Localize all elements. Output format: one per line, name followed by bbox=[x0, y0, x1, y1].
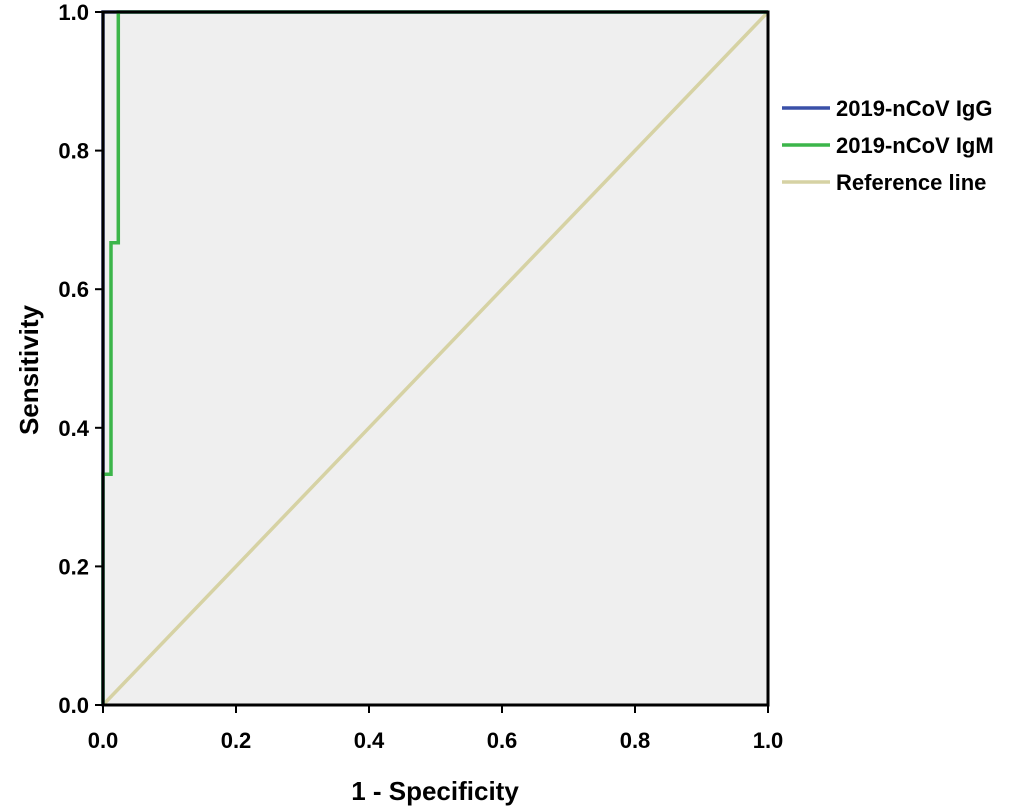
y-axis-title: Sensitivity bbox=[14, 304, 44, 435]
y-tick-label: 0.0 bbox=[58, 693, 89, 718]
legend: 2019-nCoV IgG 2019-nCoV IgM Reference line bbox=[782, 96, 994, 195]
x-tick-label: 1.0 bbox=[753, 728, 784, 753]
plot-frame bbox=[101, 10, 770, 707]
x-tick-label: 0.0 bbox=[88, 728, 119, 753]
y-axis: 0.0 0.2 0.4 0.6 0.8 1.0 bbox=[58, 0, 103, 718]
y-tick-label: 0.6 bbox=[58, 277, 89, 302]
legend-label: Reference line bbox=[836, 170, 986, 195]
x-tick-label: 0.6 bbox=[487, 728, 518, 753]
x-tick-label: 0.4 bbox=[354, 728, 385, 753]
y-tick-label: 0.2 bbox=[58, 554, 89, 579]
x-axis-title: 1 - Specificity bbox=[351, 776, 519, 806]
series-line-2 bbox=[101, 10, 770, 707]
y-tick-label: 0.8 bbox=[58, 139, 89, 164]
x-tick-label: 0.2 bbox=[221, 728, 252, 753]
legend-label: 2019-nCoV IgM bbox=[836, 133, 994, 158]
x-axis: 0.0 0.2 0.4 0.6 0.8 1.0 bbox=[88, 705, 784, 753]
legend-label: 2019-nCoV IgG bbox=[836, 96, 992, 121]
y-tick-label: 1.0 bbox=[58, 0, 89, 25]
y-tick-label: 0.4 bbox=[58, 416, 89, 441]
x-tick-label: 0.8 bbox=[620, 728, 651, 753]
